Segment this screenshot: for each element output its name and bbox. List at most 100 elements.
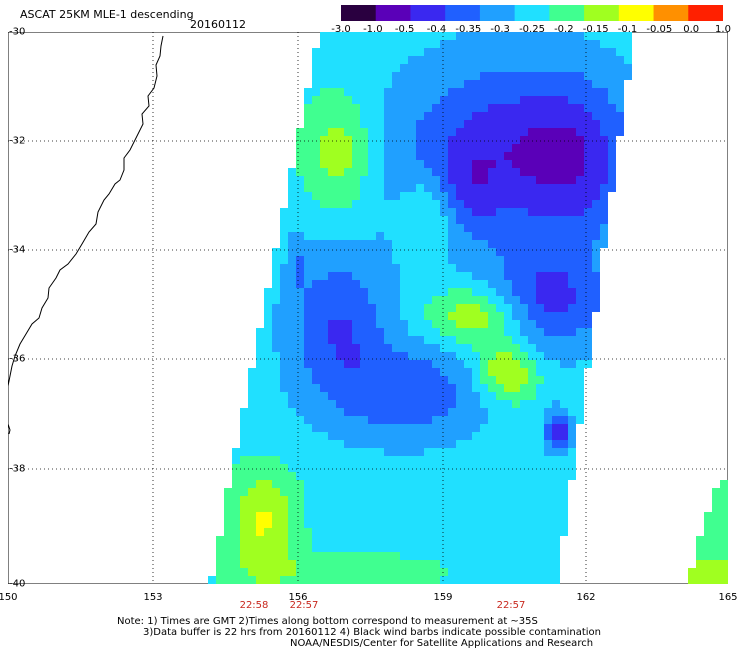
swath-cell [432,272,440,280]
swath-cell [576,112,584,120]
swath-cell [544,192,552,200]
swath-cell [312,208,320,216]
swath-cell [608,128,616,136]
swath-cell [512,184,520,192]
swath-cell [704,568,712,576]
swath-cell [520,288,528,296]
swath-cell [448,192,456,200]
swath-cell [392,304,400,312]
swath-cell [576,216,584,224]
swath-cell [528,200,536,208]
swath-cell [464,408,472,416]
swath-cell [544,448,552,456]
swath-cell [504,432,512,440]
swath-cell [336,264,344,272]
swath-cell [552,448,560,456]
swath-cell [440,432,448,440]
swath-cell [544,368,552,376]
swath-cell [256,480,264,488]
swath-cell [408,432,416,440]
swath-cell [264,416,272,424]
swath-cell [296,232,304,240]
swath-cell [488,360,496,368]
swath-cell [584,112,592,120]
swath-cell [280,240,288,248]
swath-cell [568,408,576,416]
swath-cell [544,560,552,568]
swath-cell [472,456,480,464]
swath-cell [320,416,328,424]
swath-cell [400,128,408,136]
swath-cell [312,224,320,232]
swath-cell [472,240,480,248]
swath-cell [448,344,456,352]
swath-cell [448,480,456,488]
swath-cell [328,312,336,320]
swath-cell [560,224,568,232]
swath-cell [328,160,336,168]
swath-cell [344,304,352,312]
swath-cell [432,232,440,240]
swath-cell [408,352,416,360]
swath-cell [320,544,328,552]
swath-cell [520,200,528,208]
swath-cell [448,280,456,288]
swath-cell [360,136,368,144]
swath-cell [704,576,712,584]
swath-cell [392,104,400,112]
swath-cell [568,128,576,136]
swath-cell [536,248,544,256]
swath-cell [536,120,544,128]
swath-cell [280,384,288,392]
swath-cell [472,520,480,528]
swath-cell [344,336,352,344]
swath-cell [520,368,528,376]
swath-cell [232,464,240,472]
swath-cell [504,48,512,56]
swath-cell [440,240,448,248]
swath-cell [304,104,312,112]
swath-cell [280,568,288,576]
swath-cell [280,344,288,352]
swath-cell [432,512,440,520]
swath-cell [560,80,568,88]
swath-cell [312,144,320,152]
swath-cell [448,568,456,576]
swath-cell [384,360,392,368]
swath-cell [320,512,328,520]
longitude-label: 156 [288,592,308,603]
swath-cell [520,560,528,568]
swath-cell [296,384,304,392]
swath-cell [368,168,376,176]
swath-cell [520,184,528,192]
swath-cell [400,192,408,200]
swath-cell [712,512,720,520]
swath-cell [544,288,552,296]
swath-cell [448,384,456,392]
swath-cell [440,576,448,584]
swath-cell [456,368,464,376]
swath-cell [576,144,584,152]
swath-cell [608,176,616,184]
swath-cell [560,320,568,328]
swath-cell [488,424,496,432]
swath-cell [312,456,320,464]
swath-cell [576,192,584,200]
swath-cell [408,416,416,424]
swath-cell [448,32,456,40]
swath-cell [536,96,544,104]
swath-cell [504,152,512,160]
swath-cell [464,536,472,544]
swath-cell [384,336,392,344]
swath-cell [336,216,344,224]
swath-cell [488,272,496,280]
swath-cell [512,304,520,312]
swath-cell [520,312,528,320]
swath-cell [520,296,528,304]
swath-cell [504,320,512,328]
swath-cell [464,336,472,344]
swath-cell [456,544,464,552]
swath-cell [552,392,560,400]
swath-cell [536,112,544,120]
swath-cell [392,88,400,96]
